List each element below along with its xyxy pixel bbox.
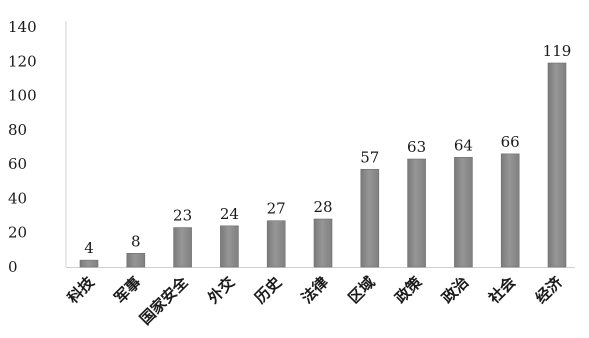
x-category-label: 政治 <box>438 273 472 307</box>
bar-2 <box>126 252 146 268</box>
data-label: 64 <box>454 136 473 154</box>
bar-7 <box>360 168 380 268</box>
data-label: 28 <box>313 198 332 216</box>
data-label: 63 <box>407 138 426 156</box>
bar-5 <box>266 220 286 268</box>
x-category-label: 外交 <box>204 273 239 308</box>
x-category-label: 军事 <box>111 273 145 307</box>
data-label: 57 <box>360 148 379 166</box>
bar-6 <box>313 218 333 268</box>
bar-11 <box>547 62 567 268</box>
data-label: 8 <box>131 232 141 250</box>
y-tick-label: 40 <box>8 189 27 207</box>
x-category-label: 政策 <box>391 272 426 307</box>
data-label: 27 <box>267 200 286 218</box>
x-category-label: 国家安全 <box>136 272 192 328</box>
bar-4 <box>220 225 239 268</box>
y-tick-label: 0 <box>8 258 18 276</box>
x-category-label: 经济 <box>532 272 567 307</box>
bar-10 <box>500 153 520 268</box>
data-label: 4 <box>84 239 94 257</box>
y-tick-label: 80 <box>8 121 27 139</box>
y-tick-label: 60 <box>8 155 27 173</box>
x-category-label: 科技 <box>64 272 99 307</box>
bar-9 <box>454 156 473 268</box>
bar-8 <box>407 158 426 268</box>
bar-1 <box>79 259 99 268</box>
data-label: 23 <box>173 207 192 225</box>
data-label: 24 <box>220 205 239 223</box>
data-label: 66 <box>501 133 520 151</box>
x-category-label: 区域 <box>345 273 379 307</box>
data-label: 119 <box>543 42 572 60</box>
bars-group <box>79 62 567 268</box>
y-axis: 0 20 40 60 80 100 120 140 <box>8 18 67 276</box>
data-labels-group: 4 8 23 24 27 28 57 63 64 66 119 <box>84 42 571 257</box>
x-category-label: 历史 <box>251 272 286 307</box>
y-tick-label: 20 <box>8 224 27 242</box>
x-category-label: 社会 <box>484 273 519 308</box>
y-tick-label: 120 <box>8 52 37 70</box>
y-tick-label: 140 <box>8 18 37 36</box>
y-tick-label: 100 <box>8 87 37 105</box>
x-category-label: 法律 <box>298 273 332 307</box>
bar-3 <box>173 227 192 268</box>
